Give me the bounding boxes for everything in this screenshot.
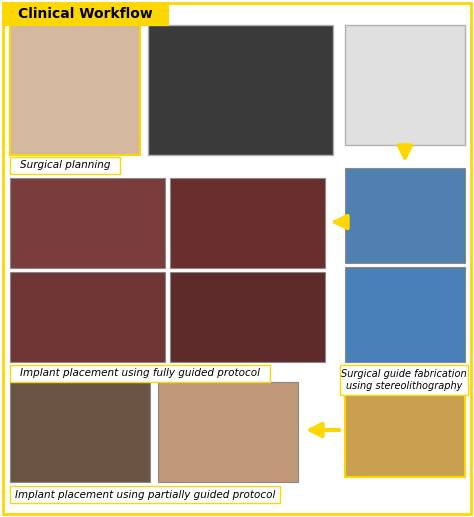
Bar: [170, 272, 325, 362]
Bar: [10, 382, 150, 482]
Bar: [170, 178, 325, 268]
Text: Implant placement using partially guided protocol: Implant placement using partially guided…: [15, 490, 275, 499]
Bar: [345, 168, 465, 263]
Bar: [10, 365, 270, 382]
Bar: [3, 3, 168, 25]
Bar: [345, 372, 465, 477]
Bar: [10, 25, 140, 155]
Text: Surgical planning: Surgical planning: [20, 160, 110, 171]
Bar: [158, 382, 298, 482]
Text: Implant placement using fully guided protocol: Implant placement using fully guided pro…: [20, 369, 260, 378]
Bar: [10, 157, 120, 174]
Bar: [10, 272, 165, 362]
Bar: [10, 178, 165, 268]
Bar: [148, 25, 333, 155]
Text: Surgical guide fabrication
using stereolithography: Surgical guide fabrication using stereol…: [341, 369, 467, 391]
Bar: [10, 486, 280, 503]
Text: Clinical Workflow: Clinical Workflow: [18, 7, 153, 21]
Bar: [340, 365, 468, 395]
Bar: [345, 267, 465, 362]
Bar: [345, 25, 465, 145]
